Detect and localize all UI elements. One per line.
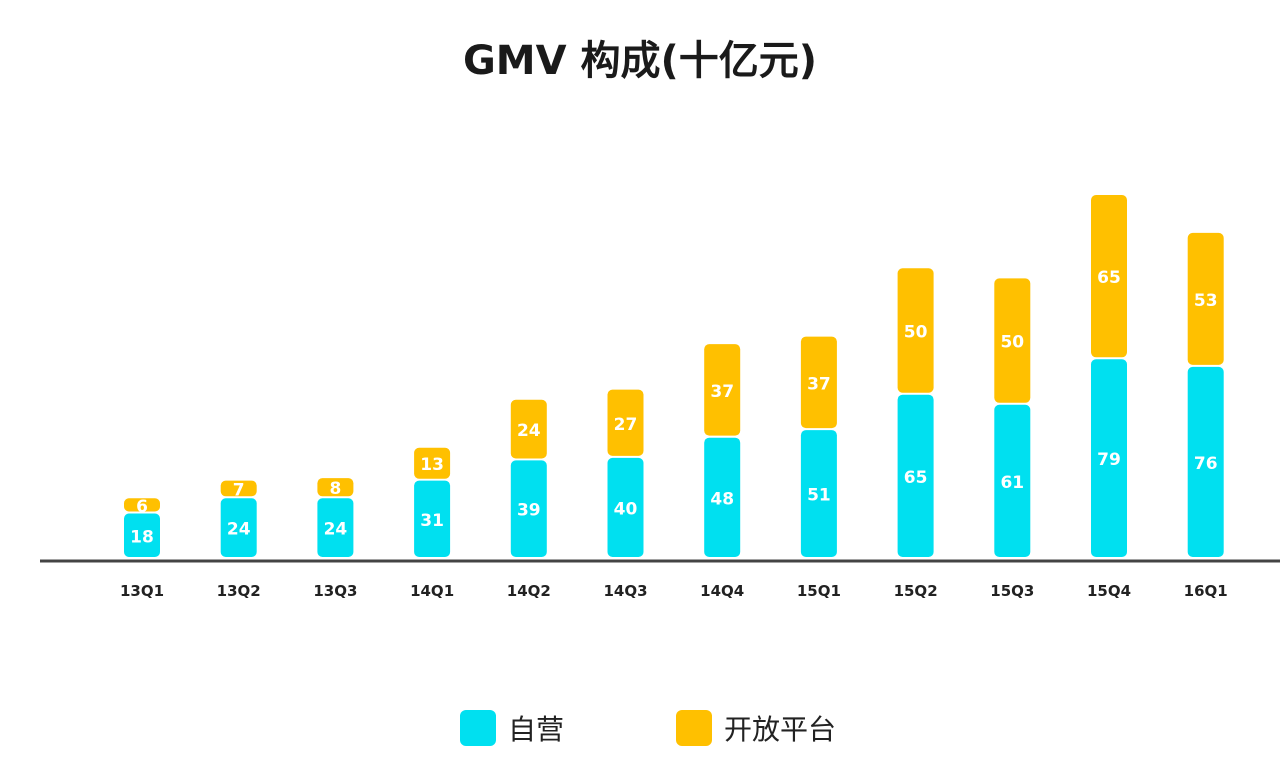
bar-open-platform-13Q2 xyxy=(220,480,257,497)
bar-open-platform-14Q1 xyxy=(414,447,451,479)
data-label-self-operated-13Q1: 18 xyxy=(130,527,154,547)
data-label-open-platform-15Q3: 50 xyxy=(1000,333,1024,353)
bar-open-platform-13Q1 xyxy=(124,498,160,512)
x-tick-label-14Q3: 14Q3 xyxy=(603,582,647,600)
data-label-self-operated-16Q1: 76 xyxy=(1194,454,1218,474)
bar-open-platform-16Q1 xyxy=(1187,232,1224,365)
legend-item-open-platform: 开放平台 xyxy=(676,706,836,750)
bar-self-operated-16Q1 xyxy=(1187,366,1224,557)
data-label-self-operated-13Q2: 24 xyxy=(227,520,251,540)
legend-item-self-operated: 自营 xyxy=(460,706,564,750)
data-label-self-operated-14Q4: 48 xyxy=(710,489,734,509)
data-label-self-operated-15Q1: 51 xyxy=(807,486,831,506)
bar-open-platform-14Q3 xyxy=(607,389,644,456)
bar-open-platform-15Q4 xyxy=(1091,195,1127,358)
bar-self-operated-13Q3 xyxy=(317,498,354,557)
data-label-open-platform-14Q2: 24 xyxy=(517,421,541,441)
data-label-open-platform-14Q4: 37 xyxy=(710,382,734,402)
data-label-open-platform-16Q1: 53 xyxy=(1194,291,1218,311)
x-tick-label-15Q3: 15Q3 xyxy=(990,582,1034,600)
legend-label-open-platform: 开放平台 xyxy=(724,713,837,746)
legend-swatch-open-platform xyxy=(676,710,712,746)
data-label-open-platform-15Q1: 37 xyxy=(807,374,831,394)
x-tick-label-13Q1: 13Q1 xyxy=(120,582,164,600)
bar-self-operated-13Q1 xyxy=(124,513,160,557)
bar-self-operated-14Q1 xyxy=(414,480,451,557)
bar-self-operated-14Q2 xyxy=(510,460,547,557)
bar-open-platform-15Q1 xyxy=(800,336,837,429)
bar-self-operated-14Q3 xyxy=(607,457,644,557)
data-label-self-operated-14Q3: 40 xyxy=(614,499,638,519)
x-tick-label-16Q1: 16Q1 xyxy=(1184,582,1228,600)
bar-open-platform-14Q2 xyxy=(510,399,547,459)
x-tick-label-14Q4: 14Q4 xyxy=(700,582,744,600)
data-label-open-platform-13Q3: 8 xyxy=(329,479,341,499)
data-label-self-operated-15Q2: 65 xyxy=(904,468,928,488)
chart-title: GMV 构成(十亿元) xyxy=(462,38,818,84)
data-label-self-operated-15Q4: 79 xyxy=(1097,450,1121,470)
bar-self-operated-13Q2 xyxy=(220,498,257,557)
bar-open-platform-14Q4 xyxy=(704,344,741,436)
x-tick-labels: 13Q1 13Q2 13Q3 14Q1 14Q2 14Q3 14Q4 15Q1 15Q2 15Q3… xyxy=(120,582,1228,600)
x-tick-label-14Q2: 14Q2 xyxy=(507,582,551,600)
data-label-self-operated-15Q3: 61 xyxy=(1000,473,1024,493)
bars-layer: 18 6 24 7 24 8 31 13 39 24 40 27 48 37 51 37 65 50 61 50 79 6… xyxy=(124,195,1224,557)
legend: 自营 开放平台 xyxy=(0,706,1280,754)
bar-open-platform-15Q2 xyxy=(897,268,934,393)
bar-self-operated-15Q3 xyxy=(994,404,1031,557)
data-label-self-operated-13Q3: 24 xyxy=(324,520,348,540)
data-label-self-operated-14Q2: 39 xyxy=(517,501,541,521)
bar-open-platform-15Q3 xyxy=(994,278,1031,403)
data-label-open-platform-14Q3: 27 xyxy=(614,415,638,435)
x-tick-label-13Q2: 13Q2 xyxy=(217,582,261,600)
data-label-self-operated-14Q1: 31 xyxy=(420,511,444,531)
bar-self-operated-15Q1 xyxy=(800,430,837,557)
bar-self-operated-15Q4 xyxy=(1091,359,1127,557)
data-label-open-platform-15Q2: 50 xyxy=(904,323,928,343)
x-tick-label-15Q2: 15Q2 xyxy=(894,582,938,600)
x-tick-label-14Q1: 14Q1 xyxy=(410,582,454,600)
x-tick-label-15Q4: 15Q4 xyxy=(1087,582,1131,600)
bar-self-operated-14Q4 xyxy=(704,437,741,557)
bar-open-platform-13Q3 xyxy=(317,478,354,497)
bar-self-operated-15Q2 xyxy=(897,394,934,557)
x-tick-label-15Q1: 15Q1 xyxy=(797,582,841,600)
x-tick-label-13Q3: 13Q3 xyxy=(313,582,357,600)
legend-swatch-self-operated xyxy=(460,710,496,746)
data-label-open-platform-13Q1: 6 xyxy=(136,497,148,517)
data-label-open-platform-13Q2: 7 xyxy=(233,481,245,501)
legend-label-self-operated: 自营 xyxy=(508,713,565,746)
data-label-open-platform-14Q1: 13 xyxy=(420,455,444,475)
data-label-open-platform-15Q4: 65 xyxy=(1097,268,1121,288)
